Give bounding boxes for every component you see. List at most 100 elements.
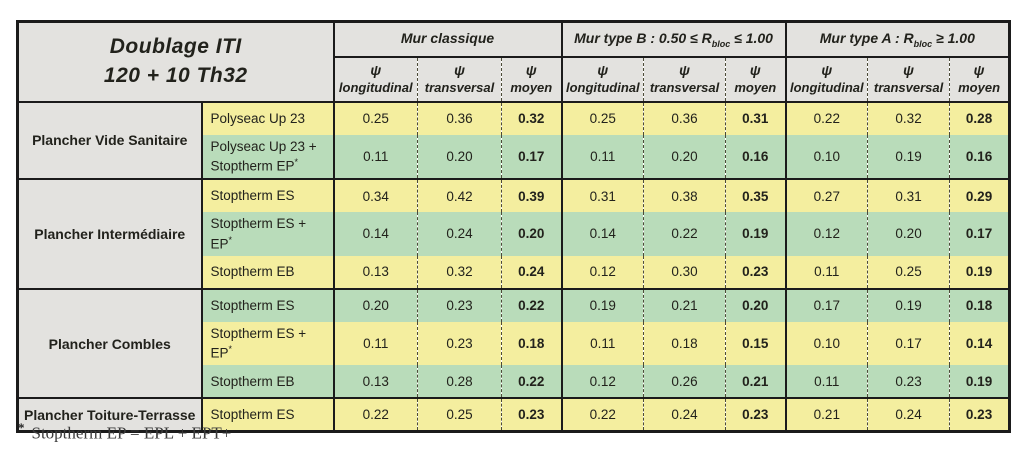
psi-moyen-header: ψ moyen [500,56,562,103]
psi-symbol: ψ [973,62,985,79]
value-cell: 0.38 [643,178,726,213]
value-cell: 0.30 [643,255,726,289]
footnote-marker: * [228,234,233,245]
psi-transversal-header: ψ transversal [867,56,950,103]
value-cell: 0.27 [784,178,868,213]
value-cell: 0.32 [417,255,502,289]
psi-moyen-header: ψ moyen [725,56,786,103]
value-cell: 0.24 [643,397,726,432]
value-cell: 0.21 [725,365,786,399]
value-cell: 0.23 [417,287,502,322]
value-cell: 0.25 [560,100,644,135]
table-row: Stoptherm ES + EP* 0.11 0.23 0.18 0.11 0.18 0.… [18,321,1010,366]
product-cell: Polyseac Up 23 [201,100,335,135]
value-cell: 0.22 [500,365,562,399]
table-row: Stoptherm ES + EP* 0.14 0.24 0.20 0.14 0.22 0.… [18,212,1010,256]
value-cell: 0.23 [725,397,786,432]
value-cell: 0.16 [725,134,786,180]
value-cell: 0.23 [500,397,562,432]
value-cell: 0.28 [417,365,502,399]
value-cell: 0.17 [867,321,950,366]
psi-symbol: ψ [821,62,833,79]
value-cell: 0.12 [560,255,644,289]
row-group-label: Plancher Intermédiaire [17,178,203,289]
value-cell: 0.14 [949,321,1010,366]
product-cell: Stoptherm ES + EP* [201,212,335,256]
table-title-line1: Doublage ITI [109,35,242,59]
column-group-header-mur-type-a: Mur type A : Rbloc ≥ 1.00 [784,21,1010,58]
value-cell: 0.12 [784,212,868,256]
psi-longitudinal-header: ψ longitudinal [784,56,868,103]
psi-symbol: ψ [749,62,761,79]
value-cell: 0.18 [643,321,726,366]
value-cell: 0.16 [949,134,1010,180]
value-cell: 0.13 [332,365,418,399]
value-cell: 0.13 [332,255,418,289]
footnote: * Stoptherm EP = EPL + EPT+ [18,420,231,444]
value-cell: 0.22 [560,397,644,432]
table-row: Polyseac Up 23 + Stoptherm EP* 0.11 0.20 0.… [18,134,1010,180]
value-cell: 0.12 [560,365,644,399]
psi-symbol: ψ [525,62,537,79]
value-cell: 0.18 [949,287,1010,322]
psi-transversal-header: ψ transversal [417,56,502,103]
value-cell: 0.31 [725,100,786,135]
value-cell: 0.35 [725,178,786,213]
table-row: Plancher Toiture-Terrasse Stoptherm ES 0.2… [17,397,1010,432]
product-cell: Stoptherm ES + EP* [201,321,335,366]
footnote-text: Stoptherm EP = EPL + EPT+ [31,423,232,443]
psi-longitudinal-header: ψ longitudinal [332,56,418,103]
value-cell: 0.42 [417,178,502,213]
value-cell: 0.20 [867,212,950,256]
value-cell: 0.23 [725,255,786,289]
value-cell: 0.29 [949,178,1010,213]
product-cell: Stoptherm EB [201,365,335,399]
table-body: Plancher Vide Sanitaire Polyseac Up 23 0.2… [17,100,1010,432]
table-row: Plancher Intermédiaire Stoptherm ES 0.34 0.… [17,178,1010,289]
value-cell: 0.28 [949,100,1010,135]
value-cell: 0.20 [500,212,562,256]
psi-values-table: Doublage ITI 120 + 10 Th32 Mur classique… [16,20,1012,433]
value-cell: 0.34 [332,178,418,213]
column-group-header-mur-classique: Mur classique [332,21,562,58]
product-cell: Stoptherm EB [201,255,335,289]
value-cell: 0.14 [332,212,418,256]
footnote-marker: * [294,157,299,168]
value-cell: 0.36 [643,100,726,135]
value-cell: 0.32 [867,100,950,135]
value-cell: 0.22 [643,212,726,256]
value-cell: 0.23 [417,321,502,366]
value-cell: 0.20 [643,134,726,180]
psi-symbol: ψ [454,62,465,79]
value-cell: 0.25 [332,100,418,135]
row-group-label: Plancher Toiture-Terrasse [17,397,203,432]
value-cell: 0.31 [867,178,950,213]
value-cell: 0.32 [500,100,562,135]
psi-longitudinal-header: ψ longitudinal [560,56,644,103]
value-cell: 0.19 [560,287,644,322]
table-row: Stoptherm EB 0.13 0.32 0.24 0.12 0.30 0.23 0.11… [18,255,1010,289]
product-cell: Stoptherm ES [201,397,335,432]
value-cell: 0.11 [332,134,418,180]
value-cell: 0.24 [500,255,562,289]
value-cell: 0.11 [784,365,868,399]
psi-symbol: ψ [597,62,609,79]
value-cell: 0.20 [725,287,786,322]
value-cell: 0.10 [784,321,868,366]
psi-table-wrapper: Doublage ITI 120 + 10 Th32 Mur classique… [16,20,1012,433]
table-title-line2: 120 + 10 Th32 [103,63,248,87]
value-cell: 0.19 [867,287,950,322]
value-cell: 0.20 [332,287,418,322]
value-cell: 0.10 [784,134,868,180]
value-cell: 0.11 [560,321,644,366]
table-row: Plancher Vide Sanitaire Polyseac Up 23 0.2… [17,100,1010,180]
value-cell: 0.24 [867,397,950,432]
value-cell: 0.21 [784,397,868,432]
psi-transversal-header: ψ transversal [643,56,726,103]
product-cell: Stoptherm ES [201,287,335,322]
value-cell: 0.19 [949,365,1010,399]
value-cell: 0.24 [417,212,502,256]
value-cell: 0.19 [867,134,950,180]
value-cell: 0.21 [643,287,726,322]
table-row: Stoptherm EB 0.13 0.28 0.22 0.12 0.26 0.21 0.11… [18,365,1010,399]
